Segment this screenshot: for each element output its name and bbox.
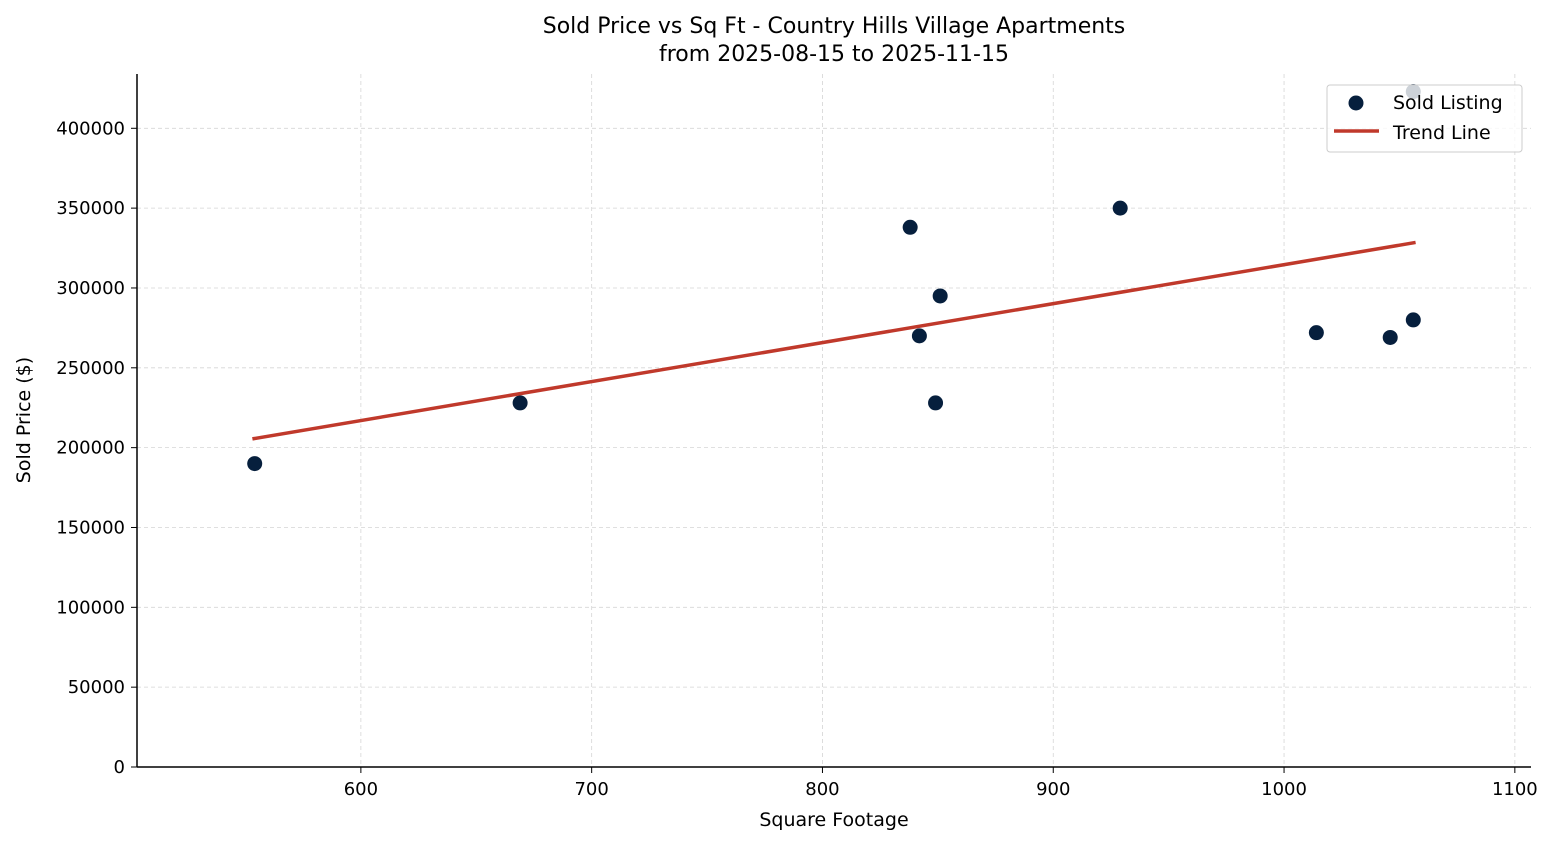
x-tick-label: 800 — [805, 779, 839, 800]
data-point — [1382, 329, 1398, 345]
legend-label-trend-line: Trend Line — [1392, 122, 1491, 144]
y-tick-label: 250000 — [56, 358, 125, 379]
data-point — [911, 328, 927, 344]
y-tick-label: 350000 — [56, 198, 125, 219]
x-tick-label: 600 — [344, 779, 378, 800]
y-tick-label: 100000 — [56, 597, 125, 618]
ticks: 600 700 800 900 1000 1100 0 50000 100000 150000 20… — [56, 118, 1537, 800]
chart-title: Sold Price vs Sq Ft - Country Hills Vill… — [543, 14, 1126, 39]
y-tick-label: 200000 — [56, 438, 125, 459]
y-tick-label: 50000 — [68, 677, 125, 698]
grid — [137, 74, 1531, 767]
marks — [247, 84, 1421, 472]
x-axis-label: Square Footage — [759, 809, 908, 831]
x-tick-label: 900 — [1036, 779, 1070, 800]
data-point — [1112, 200, 1128, 216]
y-tick-label: 400000 — [56, 118, 125, 139]
y-tick-label: 0 — [114, 757, 125, 778]
legend: Sold Listing Trend Line — [1326, 84, 1523, 153]
data-point — [1405, 312, 1421, 328]
legend-label-sold-listing: Sold Listing — [1393, 92, 1503, 114]
legend-marker-sold-listing — [1348, 95, 1364, 111]
data-point — [928, 395, 944, 411]
x-tick-label: 1100 — [1492, 779, 1538, 800]
data-point — [932, 288, 948, 304]
chart-subtitle: from 2025-08-15 to 2025-11-15 — [659, 42, 1009, 67]
y-tick-label: 300000 — [56, 278, 125, 299]
trend-line — [252, 240, 1416, 441]
x-tick-label: 700 — [574, 779, 608, 800]
legend-box — [1326, 84, 1523, 153]
data-point — [902, 219, 918, 235]
y-axis-label: Sold Price ($) — [13, 357, 35, 483]
y-tick-label: 150000 — [56, 517, 125, 538]
data-point — [512, 395, 528, 411]
data-point — [1308, 325, 1324, 341]
data-point — [247, 456, 263, 472]
x-tick-label: 1000 — [1261, 779, 1307, 800]
